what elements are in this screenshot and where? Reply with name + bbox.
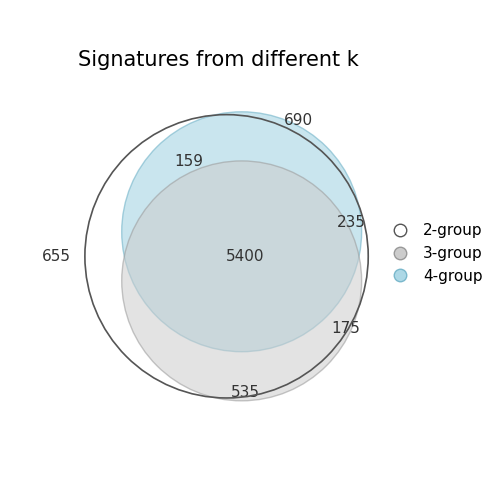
Text: 655: 655 bbox=[42, 249, 71, 264]
Circle shape bbox=[122, 112, 362, 352]
Text: 690: 690 bbox=[284, 113, 313, 128]
Title: Signatures from different k: Signatures from different k bbox=[78, 50, 358, 70]
Legend: 2-group, 3-group, 4-group: 2-group, 3-group, 4-group bbox=[380, 219, 487, 288]
Circle shape bbox=[122, 161, 362, 401]
Text: 175: 175 bbox=[331, 321, 360, 336]
Text: 159: 159 bbox=[174, 154, 203, 169]
Text: 235: 235 bbox=[337, 215, 366, 230]
Text: 5400: 5400 bbox=[226, 249, 265, 264]
Text: 535: 535 bbox=[231, 385, 260, 400]
